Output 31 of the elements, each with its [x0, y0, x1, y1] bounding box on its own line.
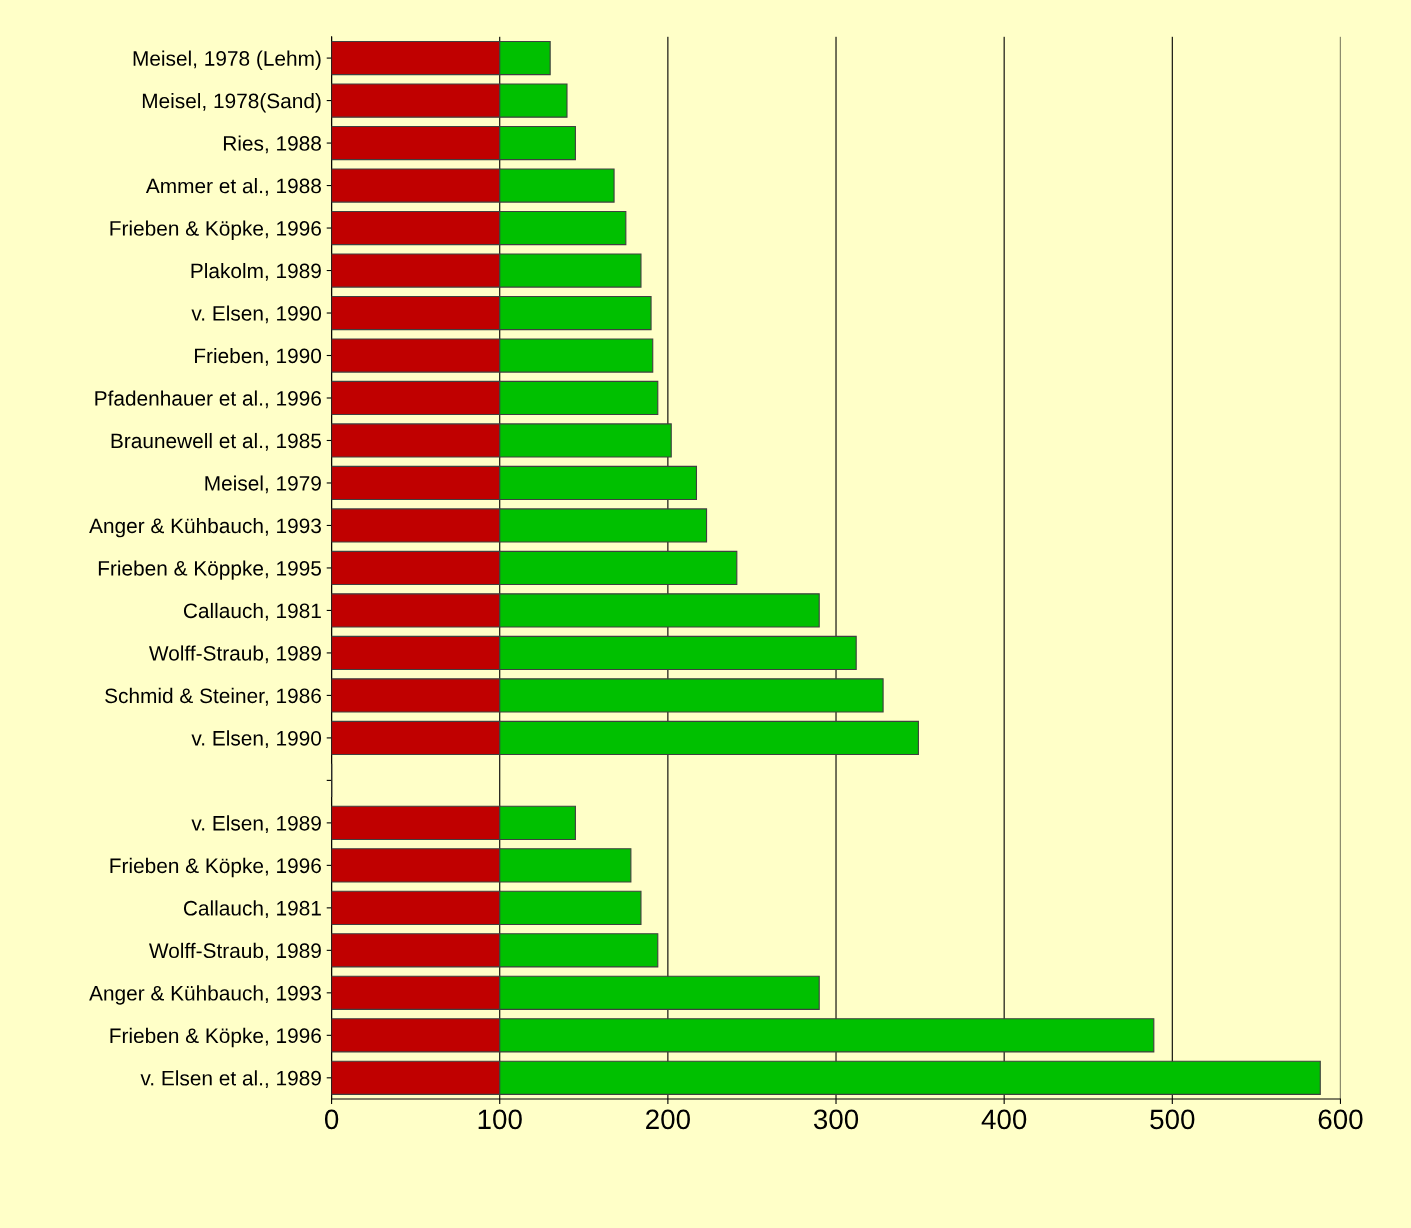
y-tick-label: Plakolm, 1989	[191, 262, 321, 281]
y-tick-label: Meisel, 1979	[205, 475, 321, 494]
x-tick-label: 400	[981, 1109, 1027, 1130]
y-tick-label: Frieben & Köpke, 1996	[110, 1027, 321, 1048]
y-tick-label: Frieben & Köppke, 1995	[98, 560, 322, 580]
y-tick-label: Frieben & Köpke, 1996	[110, 220, 321, 240]
x-tick-label: 0	[324, 1109, 339, 1130]
y-tick-label: Ries, 1988	[223, 135, 321, 154]
x-tick-label: 100	[478, 1109, 522, 1130]
y-tick-label: Schmid & Steiner, 1986	[105, 687, 321, 706]
y-tick-label: Frieben, 1990	[195, 347, 322, 366]
y-tick-label: v. Elsen et al., 1989	[140, 1070, 321, 1089]
y-tick-label: v. Elsen, 1989	[191, 815, 321, 834]
y-tick-label: Frieben & Köpke, 1996	[110, 857, 321, 878]
y-tick-label: v. Elsen, 1990	[191, 305, 322, 324]
y-tick-label: Anger & Kühbauch, 1993	[89, 985, 321, 1005]
y-tick-label: Ammer et al., 1988	[145, 178, 321, 196]
y-tick-label: Pfadenhauer et al., 1996	[95, 390, 321, 409]
y-tick-label: Meisel, 1978(Sand)	[142, 93, 321, 113]
y-tick-label: Braunewell et al., 1985	[111, 432, 321, 451]
y-tick-label: Anger & Kühbauch, 1993	[89, 517, 321, 538]
y-tick-label: Meisel, 1978 (Lehm)	[133, 50, 321, 70]
x-tick-label: 500	[1150, 1109, 1195, 1130]
y-tick-label: Wolff-Straub, 1989	[149, 645, 321, 664]
y-tick-label: Callauch, 1981	[183, 602, 321, 621]
y-tick-label: Wolff-Straub, 1989	[149, 942, 321, 961]
x-tick-label: 300	[813, 1109, 859, 1130]
y-tick-label: v. Elsen, 1990	[191, 730, 322, 749]
x-tick-label: 600	[1318, 1109, 1363, 1130]
x-tick-label: 200	[646, 1109, 690, 1130]
y-tick-label: Callauch, 1981	[183, 900, 321, 919]
